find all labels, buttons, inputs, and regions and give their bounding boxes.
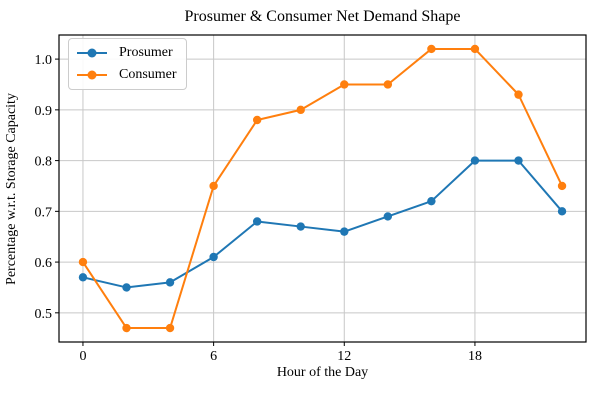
- data-point-marker: [340, 227, 349, 236]
- series-consumer: [78, 44, 567, 333]
- legend: Prosumer Consumer: [68, 38, 187, 90]
- series-line: [81, 159, 564, 289]
- chart-title: Prosumer & Consumer Net Demand Shape: [184, 8, 461, 25]
- series-prosumer: [78, 156, 567, 292]
- legend-item-consumer: Consumer: [75, 64, 177, 86]
- data-point-marker: [78, 257, 88, 267]
- data-point-marker: [252, 217, 262, 226]
- data-point-marker: [383, 80, 393, 89]
- data-point-marker: [165, 323, 175, 333]
- legend-item-prosumer: Prosumer: [75, 42, 177, 64]
- data-point-marker: [78, 273, 88, 282]
- axes-frame: [58, 34, 587, 343]
- data-point-marker: [122, 323, 131, 333]
- data-point-marker: [296, 222, 305, 231]
- legend-line-sample-icon: [77, 70, 107, 80]
- x-tick-label: 12: [337, 349, 351, 364]
- data-point-marker: [296, 105, 305, 115]
- data-point-marker: [470, 44, 480, 54]
- data-point-marker: [514, 156, 523, 165]
- series-line: [81, 47, 564, 330]
- data-point-marker: [470, 156, 480, 165]
- data-point-marker: [165, 278, 175, 287]
- x-tick-label: 0: [79, 349, 86, 364]
- legend-line-sample-icon: [77, 48, 107, 58]
- data-point-marker: [514, 90, 523, 99]
- data-point-marker: [209, 181, 218, 191]
- data-point-marker: [209, 252, 218, 262]
- axis-ticks: 0 6 12 18 0.5 0.6 0.7 0.8 0.9 1.0: [35, 53, 482, 364]
- data-point-marker: [122, 283, 131, 292]
- y-tick-label: 0.5: [35, 307, 53, 322]
- y-tick-label: 0.8: [35, 155, 53, 170]
- data-point-marker: [557, 181, 567, 191]
- y-tick-label: 0.6: [35, 256, 53, 271]
- data-point-marker: [252, 115, 262, 125]
- data-point-marker: [557, 207, 567, 216]
- x-axis-label: Hour of the Day: [276, 365, 369, 380]
- x-tick-label: 6: [210, 349, 217, 364]
- data-point-marker: [340, 80, 349, 89]
- y-axis-label: Percentage w.r.t. Storage Capacity: [4, 93, 19, 285]
- y-tick-label: 0.9: [35, 104, 53, 119]
- legend-label: Prosumer: [119, 45, 173, 60]
- y-tick-label: 1.0: [35, 53, 53, 68]
- data-point-marker: [427, 44, 436, 54]
- legend-label: Consumer: [119, 67, 177, 82]
- y-tick-label: 0.7: [35, 205, 53, 220]
- x-tick-label: 18: [468, 349, 482, 364]
- data-point-marker: [383, 212, 393, 221]
- data-point-marker: [427, 196, 436, 206]
